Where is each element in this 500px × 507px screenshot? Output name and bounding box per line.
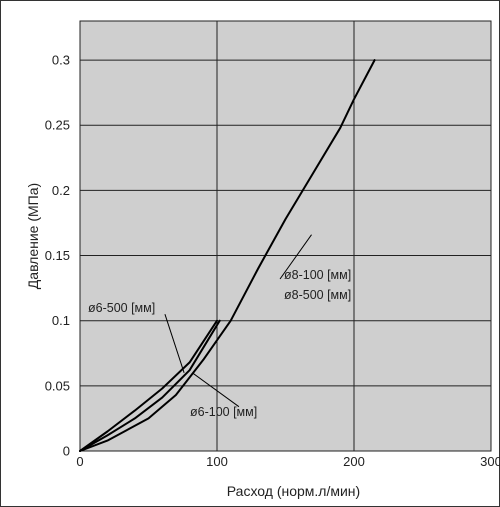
y-tick-label: 0.2	[52, 183, 70, 198]
x-tick-label: 300	[480, 454, 500, 469]
leader-d6-100	[192, 372, 240, 408]
x-tick-label: 200	[343, 454, 365, 469]
y-tick-label: 0	[63, 444, 70, 459]
series-lines	[79, 59, 376, 452]
series-line-2	[79, 319, 221, 452]
plot-area	[79, 20, 492, 452]
annotation-d6-100: ø6-100 [мм]	[190, 405, 257, 419]
y-tick-label: 0.05	[45, 378, 70, 393]
y-tick-label: 0.3	[52, 53, 70, 68]
x-tick-label: 100	[206, 454, 228, 469]
annotation-d8-500: ø8-500 [мм]	[284, 288, 351, 302]
annotation-d6-500: ø6-500 [мм]	[88, 301, 155, 315]
y-tick-label: 0.1	[52, 313, 70, 328]
annotation-leaders	[164, 234, 312, 408]
y-axis-label: Давление (МПа)	[25, 183, 41, 289]
x-axis-label: Расход (норм.л/мин)	[227, 483, 360, 499]
series-line-1	[79, 319, 218, 452]
grid-lines	[80, 21, 491, 451]
annotation-d8-100: ø8-100 [мм]	[284, 268, 351, 282]
tick-labels: 0 100 200 300 0 0.05 0.1 0.15 0.2 0.25 0.3	[45, 53, 500, 469]
leader-d8	[279, 234, 312, 280]
series-line-3	[79, 59, 376, 452]
y-tick-label: 0.25	[45, 118, 70, 133]
y-tick-label: 0.15	[45, 248, 70, 263]
x-tick-label: 0	[76, 454, 83, 469]
leader-d6-500	[164, 314, 185, 373]
